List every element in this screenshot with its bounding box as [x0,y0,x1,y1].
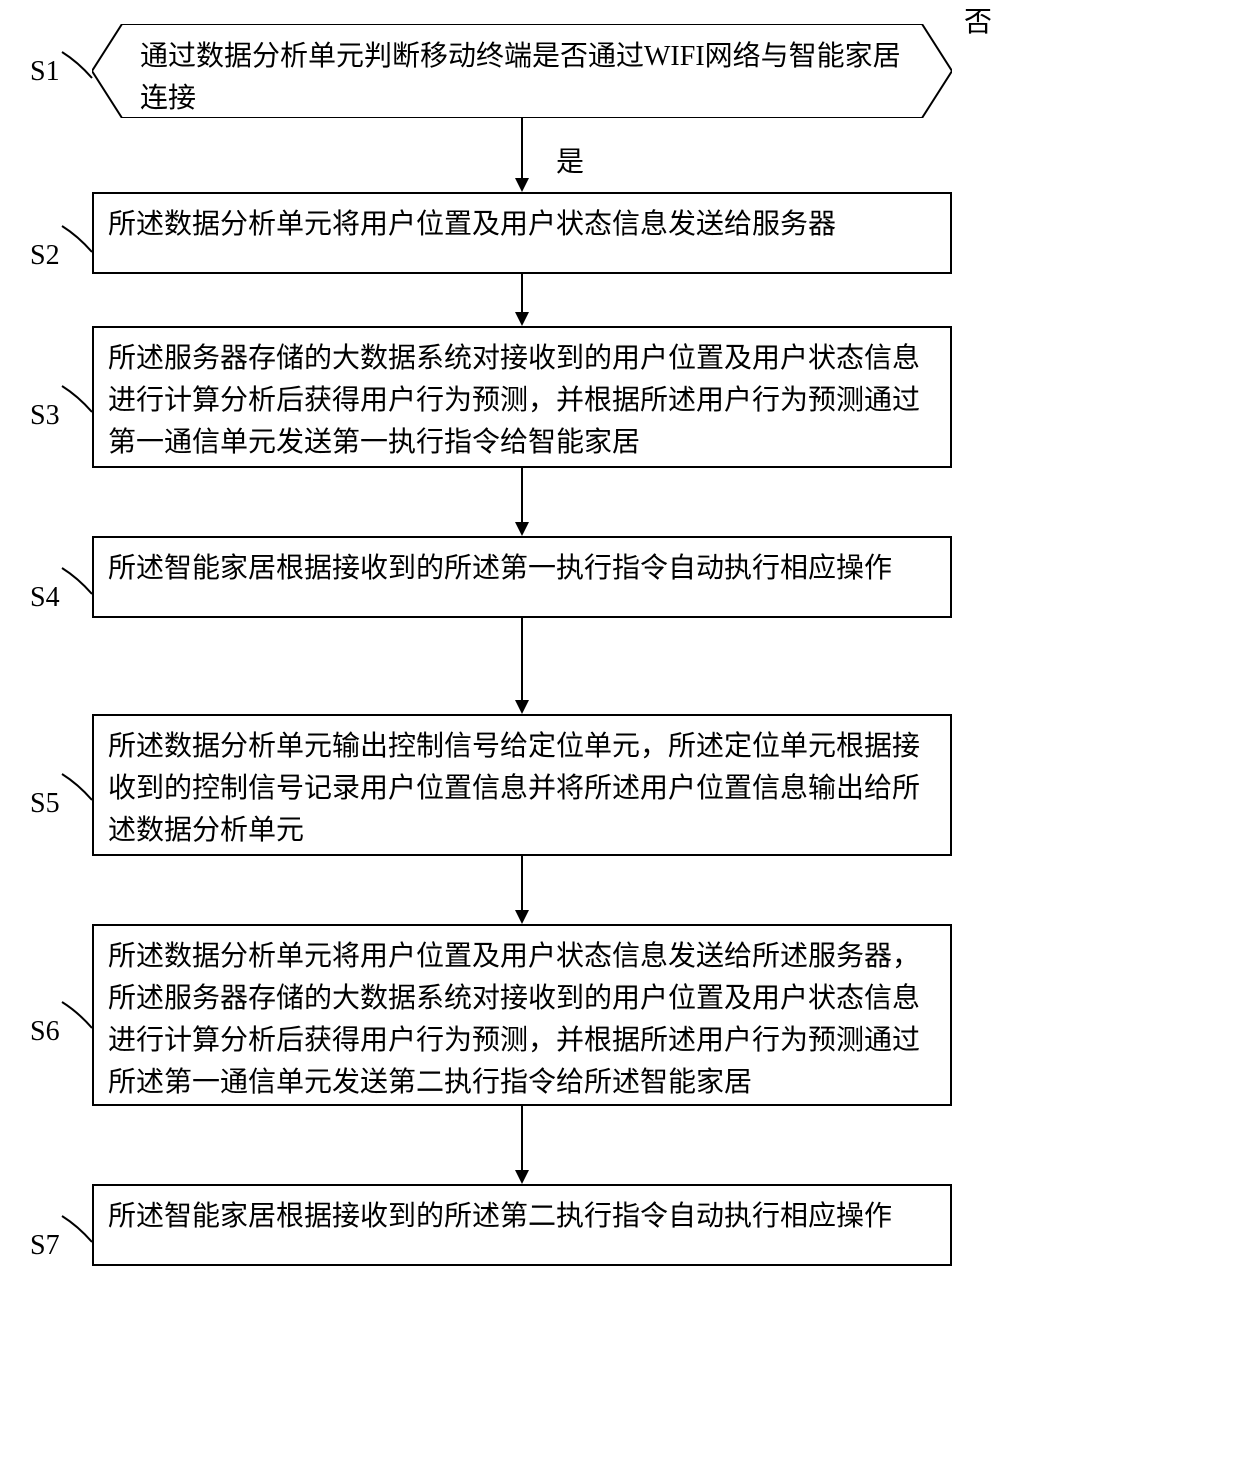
label-tick-icon [60,772,100,812]
edge-label-yes: 是 [556,140,584,180]
label-tick-icon [60,224,100,264]
step-label-s5: S5 [30,788,60,820]
connector [521,274,523,312]
arrowhead-icon [515,1170,529,1184]
process-node-s2: 所述数据分析单元将用户位置及用户状态信息发送给服务器 [92,192,952,274]
arrowhead-icon [515,178,529,192]
process-text: 所述数据分析单元将用户位置及用户状态信息发送给所述服务器，所述服务器存储的大数据… [108,941,920,1098]
process-node-s3: 所述服务器存储的大数据系统对接收到的用户位置及用户状态信息进行计算分析后获得用户… [92,326,952,468]
decision-text: 通过数据分析单元判断移动终端是否通过WIFI网络与智能家居连接 [140,36,910,120]
connector [521,856,523,910]
step-label-s2: S2 [30,240,60,272]
label-tick-icon [60,50,100,90]
process-node-s6: 所述数据分析单元将用户位置及用户状态信息发送给所述服务器，所述服务器存储的大数据… [92,924,952,1106]
label-tick-icon [60,384,100,424]
flowchart-canvas: 通过数据分析单元判断移动终端是否通过WIFI网络与智能家居连接 S1 否 是 所… [0,0,1240,1473]
decision-node: 通过数据分析单元判断移动终端是否通过WIFI网络与智能家居连接 [92,24,952,118]
process-node-s7: 所述智能家居根据接收到的所述第二执行指令自动执行相应操作 [92,1184,952,1266]
arrowhead-icon [515,312,529,326]
step-label-s6: S6 [30,1016,60,1048]
connector [521,118,523,178]
process-text: 所述智能家居根据接收到的所述第二执行指令自动执行相应操作 [108,1201,892,1232]
label-tick-icon [60,566,100,606]
edge-label-no: 否 [964,0,992,40]
arrowhead-icon [515,700,529,714]
label-tick-icon [60,1000,100,1040]
connector [521,468,523,522]
step-label-s7: S7 [30,1230,60,1262]
process-text: 所述数据分析单元将用户位置及用户状态信息发送给服务器 [108,209,836,240]
arrowhead-icon [515,910,529,924]
label-tick-icon [60,1214,100,1254]
step-label-s3: S3 [30,400,60,432]
step-label-s4: S4 [30,582,60,614]
process-text: 所述智能家居根据接收到的所述第一执行指令自动执行相应操作 [108,553,892,584]
process-node-s4: 所述智能家居根据接收到的所述第一执行指令自动执行相应操作 [92,536,952,618]
connector [521,1106,523,1170]
process-node-s5: 所述数据分析单元输出控制信号给定位单元，所述定位单元根据接收到的控制信号记录用户… [92,714,952,856]
process-text: 所述数据分析单元输出控制信号给定位单元，所述定位单元根据接收到的控制信号记录用户… [108,731,920,846]
connector [521,618,523,700]
arrowhead-icon [515,522,529,536]
step-label-s1: S1 [30,56,60,88]
process-text: 所述服务器存储的大数据系统对接收到的用户位置及用户状态信息进行计算分析后获得用户… [108,343,920,458]
